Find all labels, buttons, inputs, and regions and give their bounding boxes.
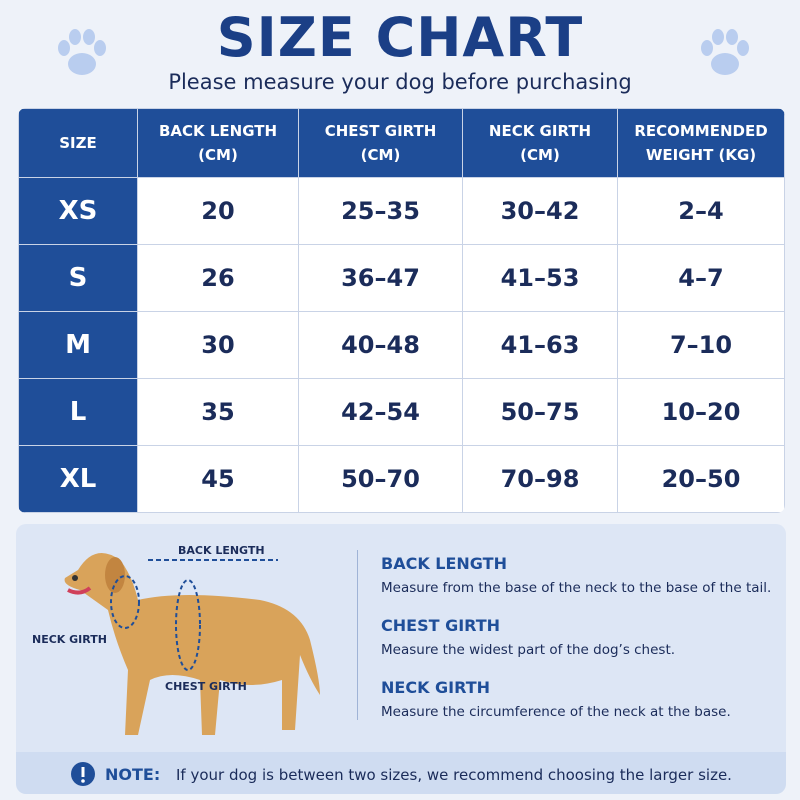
value-cell: 2–4 — [617, 177, 785, 245]
guide-text: Measure the circumference of the neck at… — [381, 704, 731, 720]
guide-title: CHEST GIRTH — [381, 616, 501, 635]
header-cell: SIZE — [18, 108, 138, 178]
value-cell: 70–98 — [462, 445, 618, 513]
table-row: L 35 42–54 50–75 10–20 — [18, 378, 785, 446]
value-cell: 40–48 — [298, 311, 463, 379]
title: SIZE CHART — [216, 6, 584, 69]
size-table: SIZE BACK LENGTH (CM) CHEST GIRTH (CM) NECK… — [18, 108, 785, 513]
header-cell: RECOMMENDED WEIGHT (KG) — [617, 108, 785, 178]
value-cell: 41–53 — [462, 244, 618, 312]
value-cell: 50–70 — [298, 445, 463, 513]
value-cell: 20 — [137, 177, 299, 245]
value-cell: 7–10 — [617, 311, 785, 379]
size-cell: L — [18, 378, 138, 446]
size-cell: XS — [18, 177, 138, 245]
guide-title: NECK GIRTH — [381, 678, 491, 697]
value-cell: 41–63 — [462, 311, 618, 379]
paw-icon — [701, 29, 749, 75]
note-bar — [16, 752, 786, 794]
header-row: SIZE BACK LENGTH (CM) CHEST GIRTH (CM) NECK… — [18, 108, 785, 178]
value-cell: 20–50 — [617, 445, 785, 513]
diagram-label: CHEST GIRTH — [165, 680, 247, 693]
size-cell: M — [18, 311, 138, 379]
table-row: XS 20 25–35 30–42 2–4 — [18, 177, 785, 245]
table-row: S 26 36–47 41–53 4–7 — [18, 244, 785, 312]
value-cell: 26 — [137, 244, 299, 312]
divider — [357, 550, 358, 720]
dog-illustration — [64, 552, 320, 735]
value-cell: 50–75 — [462, 378, 618, 446]
table-row: M 30 40–48 41–63 7–10 — [18, 311, 785, 379]
value-cell: 25–35 — [298, 177, 463, 245]
value-cell: 35 — [137, 378, 299, 446]
diagram-label: BACK LENGTH — [178, 544, 265, 557]
subtitle: Please measure your dog before purchasin… — [168, 70, 632, 94]
value-cell: 30–42 — [462, 177, 618, 245]
header-cell: NECK GIRTH (CM) — [462, 108, 618, 178]
value-cell: 45 — [137, 445, 299, 513]
table-row: XL 45 50–70 70–98 20–50 — [18, 445, 785, 513]
value-cell: 10–20 — [617, 378, 785, 446]
note-text: If your dog is between two sizes, we rec… — [176, 766, 732, 784]
value-cell: 4–7 — [617, 244, 785, 312]
value-cell: 36–47 — [298, 244, 463, 312]
size-cell: XL — [18, 445, 138, 513]
note-label: NOTE: — [105, 765, 161, 784]
value-cell: 42–54 — [298, 378, 463, 446]
size-cell: S — [18, 244, 138, 312]
guide-title: BACK LENGTH — [381, 554, 507, 573]
header-cell: CHEST GIRTH (CM) — [298, 108, 463, 178]
diagram-label: NECK GIRTH — [32, 633, 107, 646]
header-cell: BACK LENGTH (CM) — [137, 108, 299, 178]
guide-text: Measure the widest part of the dog’s che… — [381, 642, 676, 658]
guide-text: Measure from the base of the neck to the… — [381, 580, 772, 596]
info-icon — [71, 762, 95, 786]
table-body: XS 20 25–35 30–42 2–4 S 26 36–47 41–53 4–7 M 30 40–4… — [18, 177, 785, 513]
paw-icon — [58, 29, 106, 75]
value-cell: 30 — [137, 311, 299, 379]
